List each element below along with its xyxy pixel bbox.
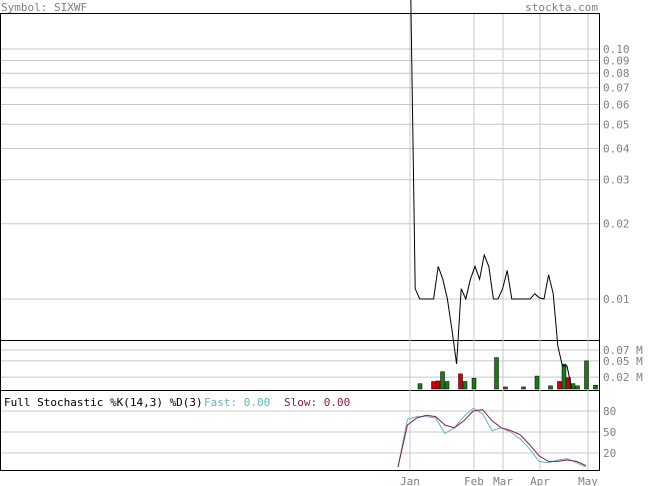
volume-bar [417, 383, 423, 390]
fast-k-line [397, 407, 587, 468]
month-tick-label: Jan [400, 475, 420, 486]
volume-bar [462, 381, 468, 390]
volume-tick-label: 0.05 M [603, 355, 643, 368]
price-panel-frame [0, 13, 600, 341]
volume-bar [503, 386, 508, 390]
volume-bar [444, 381, 450, 390]
volume-panel-frame [0, 340, 600, 391]
price-tick-label: 0.06 [603, 98, 630, 111]
volume-tick-label: 0.02 M [603, 371, 643, 384]
volume-bar [557, 381, 562, 390]
volume-bar [584, 360, 589, 390]
stochastic-panel-frame [0, 390, 600, 471]
price-tick-label: 0.10 [603, 43, 630, 56]
price-tick-label: 0.09 [603, 54, 630, 67]
slow-label: Slow: 0.00 [284, 396, 350, 409]
volume-tick-label: 0.07 M [603, 344, 643, 357]
volume-bars [417, 357, 598, 390]
volume-bar [575, 385, 580, 390]
volume-bar [561, 363, 567, 390]
volume-bar [548, 385, 553, 390]
stochastic-tick-label: 80 [603, 405, 616, 418]
volume-bar [521, 386, 526, 390]
price-tick-label: 0.01 [603, 293, 630, 306]
volume-bar [440, 371, 445, 390]
price-tick-label: 0.05 [603, 118, 630, 131]
month-tick-label: Mar [493, 475, 513, 486]
price-tick-label: 0.07 [603, 82, 630, 95]
volume-bar [593, 385, 598, 390]
stochastic-tick-label: 20 [603, 447, 616, 460]
volume-bar [431, 381, 436, 390]
volume-axis: 0.07 M0.05 M 0.02 M [603, 344, 643, 384]
volume-bar [435, 380, 441, 390]
price-line [410, 0, 573, 389]
stochastic-tick-label: 50 [603, 426, 616, 439]
month-tick-label: Feb [464, 475, 484, 486]
month-tick-label: May [578, 475, 598, 486]
price-axis: 0.100.090.08 0.07 0.06 0.05 0.04 0.03 0.02 0.01 [603, 43, 630, 306]
grid-lines [1, 14, 599, 470]
volume-bar [494, 357, 499, 390]
slow-d-line [397, 409, 587, 468]
price-tick-label: 0.02 [603, 218, 630, 231]
price-tick-label: 0.04 [603, 142, 630, 155]
site-label[interactable]: stockta.com [525, 1, 598, 14]
volume-bar [471, 377, 477, 390]
month-axis: Jan Feb Mar Apr May [400, 475, 598, 486]
volume-bar [534, 375, 540, 390]
price-tick-label: 0.03 [603, 174, 630, 187]
month-tick-label: Apr [530, 475, 550, 486]
price-tick-label: 0.08 [603, 67, 630, 80]
fast-label: Fast: 0.00 [204, 396, 270, 409]
volume-bar [458, 373, 463, 390]
symbol-label: Symbol: SIXWF [1, 1, 87, 14]
stochastic-axis: 80 50 20 [603, 405, 616, 460]
stochastic-title: Full Stochastic %K(14,3) %D(3) [4, 396, 203, 409]
